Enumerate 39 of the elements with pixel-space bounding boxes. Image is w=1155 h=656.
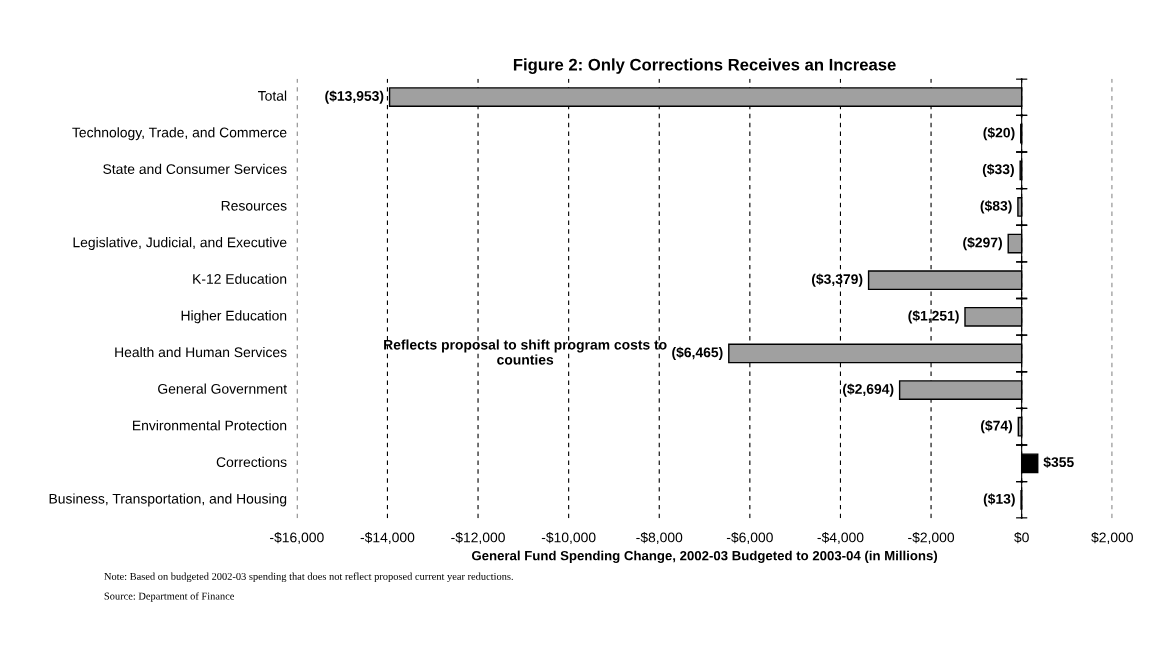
- data-label: ($1,251): [908, 310, 959, 324]
- data-label: ($33): [982, 163, 1014, 177]
- y-tick-label: Business, Transportation, and Housing: [49, 493, 287, 507]
- x-tick-label: $2,000: [1091, 531, 1133, 544]
- x-tick-label: $0: [1014, 531, 1029, 544]
- data-label: ($2,694): [843, 383, 894, 397]
- text: Note: Based on budgeted 2002-03 spending that does not reflect proposed current year reductions.: [104, 572, 513, 583]
- y-tick-label: Environmental Protection: [133, 420, 287, 431]
- x-tick-label: -$16,000: [270, 531, 324, 544]
- source-note: Source: Department of Finance: [104, 592, 235, 602]
- y-tick-label: Legislative, Judicial, and Executive: [73, 237, 287, 251]
- data-label: ($297): [963, 236, 1002, 251]
- y-tick-label: Resources: [221, 200, 287, 211]
- y-tick-label: Higher Education: [181, 310, 287, 324]
- x-axis-title: General Fund Spending Change, 2002-03 Budgeted to 2003-04 (in Millions): [471, 550, 938, 563]
- data-label: ($3,379): [812, 273, 863, 287]
- x-tick-label: -$4,000: [817, 531, 864, 544]
- data-label: ($13,953): [325, 90, 384, 104]
- annotation: Reflects proposal to shift program costs to counties: [384, 339, 667, 365]
- data-label: ($20): [983, 127, 1015, 141]
- x-tick-label: -$8,000: [636, 531, 683, 544]
- data-label: ($74): [981, 420, 1013, 434]
- chart-title: Figure 2: Only Corrections Receives an Increase: [513, 58, 896, 74]
- y-tick-label: Corrections: [216, 456, 287, 468]
- y-tick-label: K-12 Education: [193, 273, 287, 284]
- data-label: ($6,465): [672, 346, 723, 361]
- y-tick-label: Technology, Trade, and Commerce: [72, 127, 287, 141]
- x-tick-label: -$2,000: [908, 531, 955, 544]
- data-label: $355: [1043, 456, 1074, 468]
- data-label: ($13): [983, 493, 1015, 507]
- y-tick-label: General Government: [158, 383, 287, 394]
- x-tick-label: -$6,000: [726, 531, 773, 544]
- y-tick-label: State and Consumer Services: [103, 163, 287, 175]
- x-tick-label: -$10,000: [541, 531, 596, 544]
- y-tick-label: Health and Human Services: [115, 346, 287, 358]
- x-tick-label: -$14,000: [360, 531, 415, 544]
- x-tick-label: -$12,000: [451, 531, 505, 544]
- data-label: ($83): [980, 200, 1012, 214]
- y-tick-label: Total: [258, 90, 287, 101]
